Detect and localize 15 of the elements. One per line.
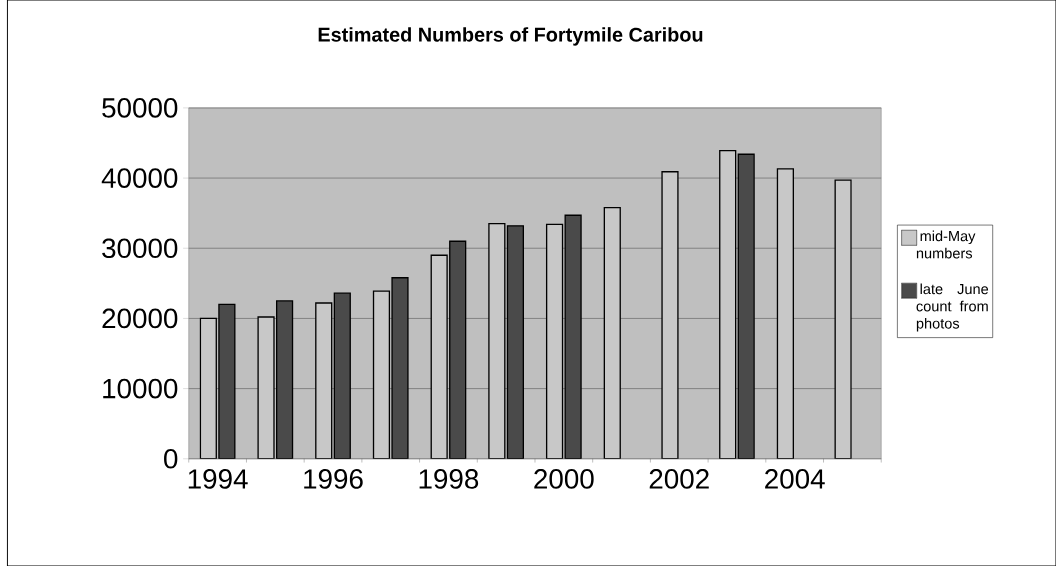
- x-tick-label: 2004: [765, 469, 825, 489]
- y-tick-label: 40000: [101, 168, 178, 188]
- x-tick-label: 1996: [304, 469, 363, 489]
- y-tick-label: 20000: [102, 308, 178, 329]
- y-tick-label: 10000: [103, 378, 178, 399]
- x-tick-label: 2002: [649, 469, 709, 489]
- legend-label: late June count from photos: [916, 283, 989, 332]
- y-tick-label: 50000: [102, 98, 178, 118]
- y-tick-label: 30000: [102, 238, 178, 259]
- x-tick-label: 1998: [419, 469, 479, 489]
- y-tick-label: 0: [164, 448, 178, 469]
- legend-label: mid-May numbers: [916, 230, 976, 259]
- x-tick-label: 2000: [534, 469, 594, 489]
- x-tick-label: 1994: [188, 469, 248, 489]
- chart-title: Estimated Numbers of Fortymile Caribou: [318, 27, 703, 46]
